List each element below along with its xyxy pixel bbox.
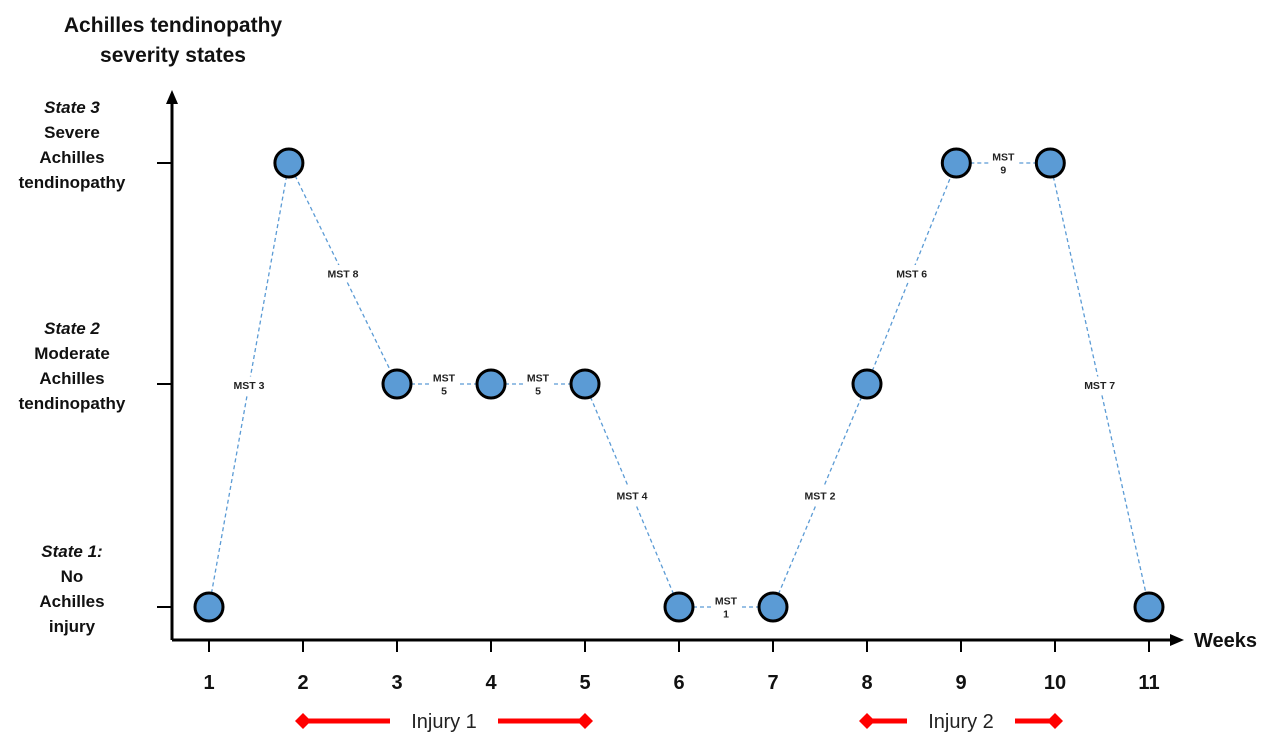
state-point [663,591,695,623]
transition-label: 9 [1000,165,1006,177]
transition-label: MST 4 [617,491,648,503]
transition-label: MST 7 [1084,380,1115,392]
injury-start-diamond [295,713,311,729]
transition-label: 1 [723,609,729,621]
state-point [1133,591,1165,623]
transition-label-bg [712,592,740,622]
state-point [569,368,601,400]
x-tick-label: 6 [673,672,684,694]
y-category-desc: Severe [44,123,100,142]
x-tick-label: 2 [297,672,308,694]
chart-title-line: Achilles tendinopathy [64,14,283,37]
x-tick-label: 3 [391,672,402,694]
y-category-desc: tendinopathy [19,394,126,413]
x-tick-label: 11 [1138,672,1159,694]
transition-label-bg [1079,376,1121,394]
y-category-desc: Achilles [39,148,104,167]
injury-end-diamond [1047,713,1063,729]
x-tick-label: 7 [767,672,778,694]
y-category-state: State 3 [44,98,100,117]
y-category-state: State 2 [44,319,100,338]
x-tick-label: 9 [955,672,966,694]
state-point [193,591,225,623]
transition-label: MST [715,596,738,608]
transition-label: MST [433,373,456,385]
state-point [940,147,972,179]
transition-label: 5 [535,386,541,398]
transition-label-bg [611,487,653,504]
y-category-desc: tendinopathy [19,173,126,192]
transition-label-bg [228,376,270,394]
state-point [273,147,305,179]
transition-link [288,162,398,385]
y-category-desc: No [61,567,84,586]
transition-label: 5 [441,386,447,398]
y-category-desc: injury [49,617,96,636]
transition-label: MST [992,152,1015,164]
state-point [757,591,789,623]
transition-label: MST 6 [896,269,927,281]
transition-label-bg [891,265,933,282]
chart-title-line: severity states [100,44,246,67]
transition-label-bg [524,369,552,399]
injury-label: Injury 1 [411,711,477,733]
state-point [381,368,413,400]
y-axis-arrowhead [166,90,178,104]
injury-start-diamond [859,713,875,729]
transition-label: MST 2 [805,491,836,503]
x-tick-label: 5 [579,672,590,694]
transition-label-bg [322,265,364,282]
x-axis-label: Weeks [1194,630,1257,652]
state-point [1034,147,1066,179]
state-point [475,368,507,400]
injury-label: Injury 2 [928,711,994,733]
transition-label-bg [430,369,458,399]
y-category-desc: Moderate [34,344,110,363]
x-tick-label: 8 [861,672,872,694]
y-category-desc: Achilles [39,369,104,388]
x-tick-label: 4 [485,672,497,694]
state-point [851,368,883,400]
injury-end-diamond [577,713,593,729]
y-category-desc: Achilles [39,592,104,611]
y-category-state: State 1: [41,542,102,561]
transition-label: MST 8 [327,269,358,281]
x-tick-label: 10 [1044,672,1066,694]
x-axis-arrowhead [1170,634,1184,646]
transition-label-bg [799,487,841,504]
transition-label: MST 3 [233,380,264,392]
x-tick-label: 1 [203,672,214,694]
transition-label-bg [989,148,1018,178]
transition-label: MST [527,373,550,385]
